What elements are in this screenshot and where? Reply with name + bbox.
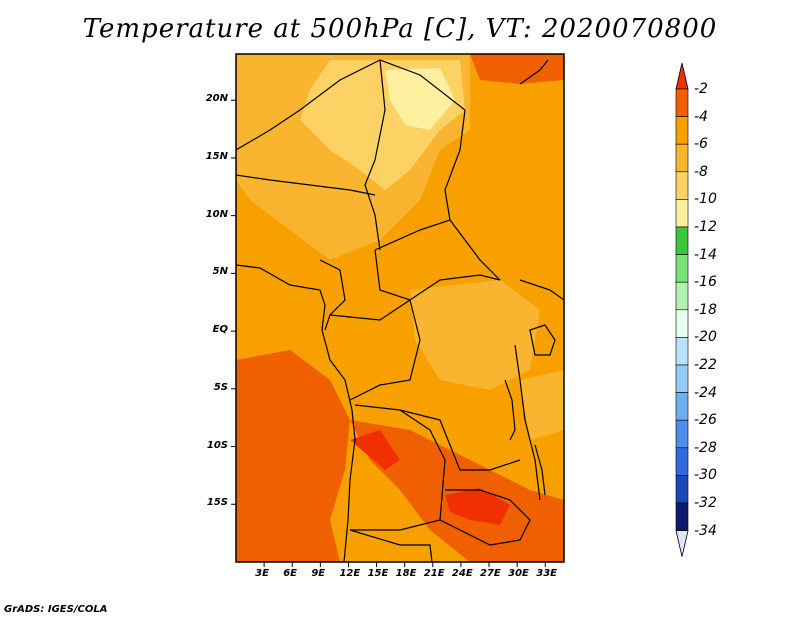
colorbar-swatch — [675, 337, 689, 366]
field-region-south-hot — [445, 488, 510, 525]
field-region-south-warm — [350, 420, 564, 562]
lat-tick-label: 15S — [206, 497, 228, 509]
lat-tick-label: 5N — [212, 266, 228, 278]
colorbar-level-label: -24 — [694, 384, 717, 401]
border-congo — [329, 299, 421, 401]
colorbar-level-label: -16 — [694, 274, 717, 291]
colorbar-level-label: -22 — [694, 357, 717, 373]
colorbar-level-label: -14 — [694, 246, 717, 263]
lon-tick-label: 24E — [451, 568, 473, 579]
border-cameroon — [319, 259, 346, 331]
colorbar-swatch — [675, 447, 689, 476]
colorbar-level-label: -32 — [694, 495, 717, 511]
field-region-west-hot — [350, 430, 400, 470]
border-car — [374, 219, 501, 301]
border-north-1 — [236, 59, 466, 151]
colorbar-bottom-arrow — [675, 530, 689, 557]
colorbar-swatch — [675, 171, 689, 200]
field-region-southwest-warm — [236, 350, 350, 562]
lat-tick-label: EQ — [212, 324, 228, 336]
border-sahel — [236, 174, 376, 196]
border-angola — [350, 409, 446, 531]
lon-tick-label: 6E — [283, 568, 298, 579]
border-north-2 — [364, 59, 386, 251]
colorbar-swatch — [675, 281, 689, 311]
colorbar-swatch — [675, 226, 689, 255]
colorbar-level-label: -12 — [694, 219, 717, 235]
lat-tick-label: 20N — [205, 93, 228, 105]
colorbar-level-label: -18 — [694, 301, 717, 318]
colorbar-level-label: -2 — [694, 81, 708, 97]
colorbar-swatch — [675, 254, 689, 283]
axis-ticks — [231, 99, 546, 567]
lat-tick-label: 10N — [205, 208, 228, 220]
lat-tick-label: 5S — [213, 381, 228, 393]
map-frame — [235, 53, 565, 563]
lon-tick-label: 30E — [508, 568, 529, 579]
field-region-central-light — [410, 280, 540, 390]
colorbar-level-label: -4 — [694, 108, 708, 125]
colorbar-top-arrow — [675, 62, 689, 90]
field-region-east-light — [520, 370, 564, 440]
field-region-north-palest — [385, 68, 455, 130]
border-south-namibia — [349, 529, 433, 562]
colorbar-level-label: -8 — [694, 163, 708, 180]
colorbar-swatch — [675, 475, 689, 504]
grads-credit: GrADS: IGES/COLA — [4, 604, 108, 615]
colorbar-level-label: -26 — [694, 412, 717, 429]
lon-tick-label: 27E — [480, 568, 501, 579]
colorbar-swatch — [675, 309, 689, 338]
border-chad-sudan — [444, 109, 501, 281]
border-drc-south — [354, 404, 521, 471]
colorbar — [675, 62, 689, 557]
lon-tick-label: 21E — [423, 568, 445, 579]
colorbar-level-label: -20 — [694, 329, 717, 346]
colorbar-level-label: -30 — [694, 467, 717, 484]
lon-tick-label: 9E — [311, 568, 326, 579]
colorbar-swatch — [675, 502, 689, 531]
country-borders — [236, 59, 564, 562]
lon-tick-label: 18E — [395, 568, 417, 579]
lake-victoria — [529, 324, 556, 356]
colorbar-swatch — [675, 364, 689, 393]
lake-tanganyika — [504, 379, 516, 441]
colorbar-swatch — [675, 199, 689, 228]
colorbar-swatch — [675, 419, 689, 449]
lon-tick-label: 15E — [367, 568, 389, 579]
lat-tick-label: 15N — [205, 150, 228, 162]
border-zambia — [439, 489, 531, 546]
plot-title: Temperature at 500hPa [C], VT: 202007080… — [82, 14, 718, 44]
lon-tick-label: 33E — [536, 568, 557, 579]
colorbar-swatch — [675, 88, 689, 117]
colorbar-level-label: -10 — [694, 191, 717, 208]
lon-tick-label: 3E — [255, 568, 269, 579]
colorbar-level-label: -28 — [694, 439, 717, 456]
coastline-west — [236, 264, 356, 562]
lat-tick-label: 10S — [206, 439, 228, 451]
lon-tick-label: 12E — [339, 568, 361, 579]
border-east — [514, 279, 564, 501]
colorbar-swatch — [675, 392, 689, 421]
red-sea-coast — [519, 59, 549, 85]
colorbar-level-label: -34 — [694, 522, 717, 539]
colorbar-level-label: -6 — [694, 136, 708, 153]
colorbar-swatch — [675, 116, 689, 145]
temperature-field — [236, 54, 564, 562]
colorbar-swatch — [675, 143, 689, 173]
field-region-northeast-warm — [470, 54, 564, 84]
lake-malawi — [534, 444, 546, 496]
